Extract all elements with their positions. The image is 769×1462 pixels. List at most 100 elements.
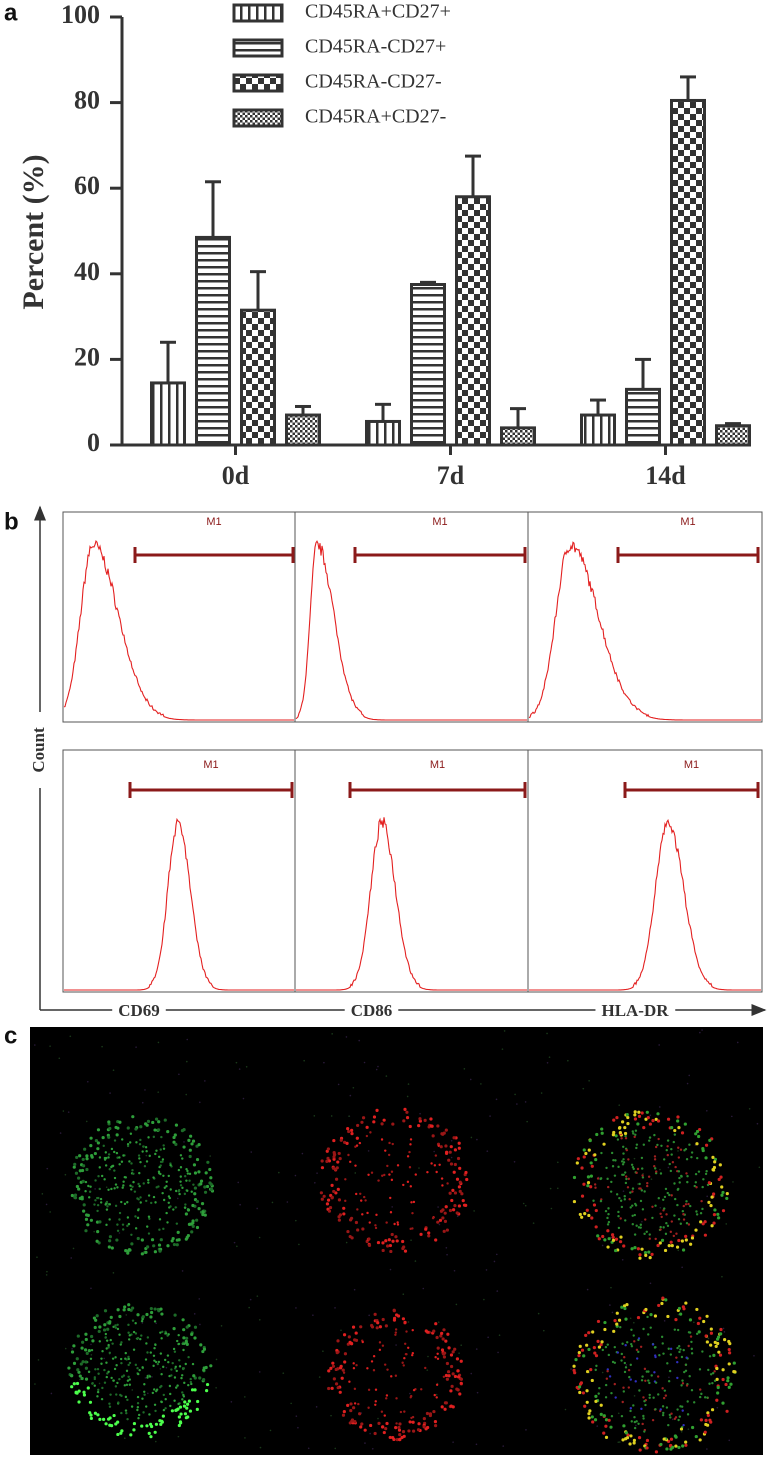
fluorescence-dot	[127, 1248, 132, 1252]
fluorescence-dot	[193, 1171, 198, 1175]
fluorescence-dot	[683, 1370, 686, 1374]
fluorescence-dot	[337, 1198, 342, 1202]
fluorescence-dot	[165, 1211, 168, 1215]
fluorescence-dot	[191, 1203, 195, 1208]
fluorescence-dot	[667, 1423, 670, 1427]
noise-dot	[282, 1372, 285, 1374]
fluorescence-dot	[642, 1396, 645, 1399]
fluorescence-dot	[98, 1340, 101, 1343]
fluorescence-dot	[432, 1409, 436, 1414]
fluorescence-dot	[166, 1221, 169, 1224]
fluorescence-dot	[103, 1178, 106, 1181]
fluorescence-dot	[126, 1144, 130, 1148]
fluorescence-dot	[112, 1325, 115, 1329]
fluorescence-dot	[589, 1161, 593, 1165]
fluorescence-dot	[433, 1424, 438, 1428]
fluorescence-dot	[86, 1213, 90, 1217]
noise-dot	[513, 1161, 516, 1163]
fluorescence-dot	[161, 1158, 165, 1161]
fluorescence-dot	[677, 1170, 681, 1173]
histogram-frame	[62, 749, 296, 993]
fluorescence-dot	[385, 1397, 388, 1400]
fluorescence-dot	[187, 1138, 191, 1142]
fluorescence-dot	[630, 1247, 634, 1251]
fluorescence-dot	[168, 1384, 172, 1388]
fluorescence-dot	[627, 1368, 631, 1372]
fluorescence-dot	[193, 1388, 197, 1392]
fluorescence-dot	[595, 1132, 599, 1137]
fluorescence-dot	[713, 1370, 716, 1373]
fluorescence-dot	[408, 1166, 412, 1169]
fluorescence-dot	[108, 1235, 113, 1239]
fluorescence-dot	[704, 1418, 708, 1422]
fluorescence-dot	[143, 1390, 146, 1393]
fluorescence-dot	[635, 1357, 639, 1360]
fluorescence-dot	[153, 1347, 156, 1350]
fluorescence-dot	[162, 1198, 166, 1202]
fluorescence-dot	[676, 1203, 679, 1207]
fluorescence-dot	[670, 1412, 673, 1415]
fluorescence-dot	[170, 1374, 173, 1377]
fluorescence-dot	[630, 1420, 633, 1423]
fluorescence-dot	[111, 1357, 115, 1360]
fluorescence-dot	[380, 1138, 384, 1141]
fluorescence-dot	[175, 1386, 178, 1389]
fluorescence-dot	[682, 1307, 686, 1311]
fluorescence-dot	[632, 1132, 635, 1135]
fluorescence-dot	[624, 1317, 628, 1321]
fluorescence-dot	[120, 1411, 123, 1415]
label-gap	[344, 1000, 399, 1022]
fluorescence-dot	[136, 1395, 140, 1399]
fluorescence-dot	[178, 1420, 183, 1424]
fluorescence-dot	[188, 1172, 192, 1176]
fluorescence-dot	[136, 1336, 140, 1340]
fluorescence-dot	[662, 1396, 666, 1400]
fluorescence-dot	[725, 1196, 729, 1201]
histogram-frame	[294, 511, 529, 723]
fluorescence-dot	[600, 1340, 604, 1344]
fluorescence-dot	[653, 1346, 657, 1349]
fluorescence-dot	[411, 1429, 416, 1433]
noise-dot	[278, 1171, 280, 1174]
fluorescence-dot	[85, 1351, 89, 1355]
fluorescence-dot	[355, 1144, 359, 1147]
fluorescence-dot	[118, 1314, 122, 1319]
noise-dot	[159, 1368, 162, 1370]
fluorescence-dot	[616, 1351, 620, 1354]
fluorescence-dot	[81, 1179, 85, 1183]
fluorescence-dot	[577, 1385, 582, 1389]
fluorescence-dot	[676, 1188, 680, 1191]
fluorescence-dot	[319, 1191, 323, 1195]
fluorescence-dot	[711, 1192, 716, 1196]
fluorescence-dot	[96, 1367, 100, 1371]
fluorescence-dot	[177, 1189, 181, 1192]
fluorescence-dot	[79, 1362, 83, 1366]
fluorescence-dot	[666, 1139, 670, 1142]
fluorescence-dot	[177, 1402, 180, 1406]
fluorescence-dot	[404, 1342, 407, 1345]
fluorescence-dot	[83, 1147, 87, 1151]
fluorescence-dot	[122, 1184, 125, 1187]
fluorescence-dot	[156, 1307, 160, 1312]
fluorescence-dot	[676, 1376, 679, 1380]
fluorescence-dot	[320, 1197, 324, 1201]
fluorescence-dot	[712, 1353, 716, 1357]
noise-dot	[524, 1204, 527, 1207]
fluorescence-dot	[433, 1420, 438, 1424]
noise-dot	[502, 1445, 505, 1447]
fluorescence-dot	[633, 1416, 636, 1419]
fluorescence-dot	[104, 1332, 108, 1336]
fluorescence-dot	[607, 1237, 611, 1241]
noise-dot	[435, 1393, 438, 1396]
label-gap	[112, 1000, 166, 1022]
noise-dot	[680, 1431, 683, 1433]
fluorescence-dot	[601, 1348, 604, 1352]
fluorescence-dot	[139, 1337, 142, 1341]
fluorescence-dot	[611, 1233, 615, 1237]
fluorescence-dot	[625, 1148, 629, 1152]
fluorescence-dot	[184, 1341, 188, 1345]
fluorescence-dot	[641, 1167, 644, 1170]
fluorescence-dot	[407, 1346, 410, 1349]
noise-dot	[395, 1344, 397, 1346]
fluorescence-dot	[667, 1380, 671, 1383]
